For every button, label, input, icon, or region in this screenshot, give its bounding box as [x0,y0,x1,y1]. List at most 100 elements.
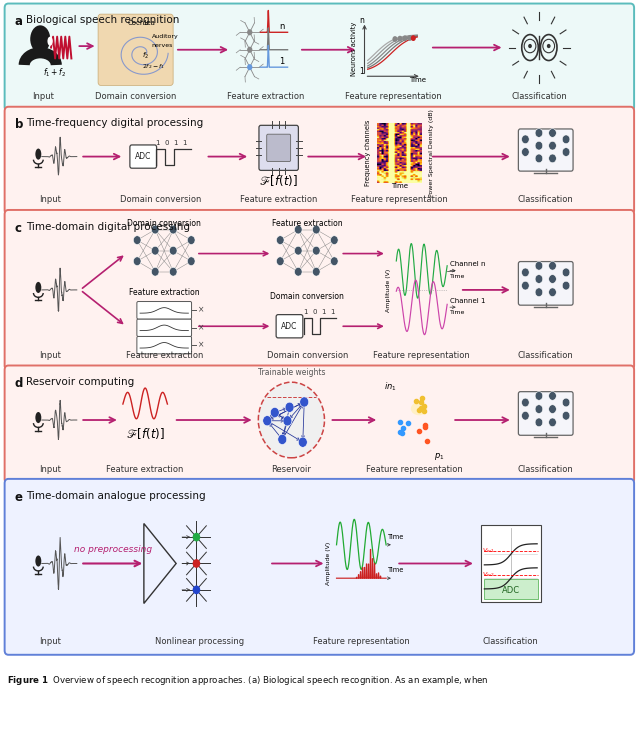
Text: 1: 1 [280,56,285,66]
Point [416,396,426,408]
Circle shape [407,35,412,41]
Circle shape [535,262,543,270]
Text: Input: Input [39,195,61,204]
Circle shape [403,35,408,41]
Text: Time: Time [451,311,466,316]
Circle shape [563,148,570,156]
Text: Biological speech recognition: Biological speech recognition [26,15,180,25]
Point [396,426,406,438]
Circle shape [535,129,543,137]
Text: Classification: Classification [518,195,573,204]
Text: Time: Time [391,183,408,189]
Circle shape [312,225,320,234]
Text: Feature extraction: Feature extraction [129,288,200,297]
Point [416,403,426,414]
Text: Time: Time [451,274,466,279]
Circle shape [276,236,284,244]
Circle shape [193,559,200,568]
Circle shape [170,268,177,276]
Text: Time-domain analogue processing: Time-domain analogue processing [26,491,206,501]
Circle shape [170,225,177,234]
Circle shape [548,405,556,414]
Text: $V_{in1}$: $V_{in1}$ [482,546,495,555]
Circle shape [278,434,287,444]
Circle shape [285,402,294,412]
Text: Feature representation: Feature representation [373,352,470,360]
FancyBboxPatch shape [137,336,191,354]
Circle shape [312,268,320,276]
Text: Time: Time [388,534,404,540]
Circle shape [300,397,308,407]
Text: Channel 1: Channel 1 [451,298,486,304]
Text: Feature extraction: Feature extraction [272,219,342,228]
Circle shape [247,64,252,70]
Text: Feature extraction: Feature extraction [240,195,317,204]
Circle shape [522,148,529,156]
Text: Classification: Classification [483,637,539,646]
Circle shape [298,437,307,447]
Circle shape [548,392,556,401]
Point [419,405,429,417]
Circle shape [563,268,570,277]
Text: Classification: Classification [518,465,573,474]
Text: Nonlinear processing: Nonlinear processing [155,637,244,646]
Point [395,417,405,428]
Text: Input: Input [39,352,61,360]
Circle shape [193,533,200,542]
Circle shape [411,35,416,41]
Text: Feature representation: Feature representation [313,637,410,646]
Text: 1: 1 [360,67,364,76]
Text: Time: Time [409,77,426,83]
FancyBboxPatch shape [4,4,634,111]
Point [419,400,429,412]
Text: Time-domain digital processing: Time-domain digital processing [26,221,190,232]
Circle shape [397,36,403,42]
FancyBboxPatch shape [36,45,44,54]
Text: Domain conversion: Domain conversion [120,195,202,204]
Circle shape [535,154,543,163]
Circle shape [270,407,279,417]
Circle shape [535,405,543,414]
FancyBboxPatch shape [137,319,191,336]
Text: Feature representation: Feature representation [345,92,442,101]
Circle shape [392,36,397,42]
Circle shape [548,154,556,163]
Point [411,395,421,407]
Text: Time-frequency digital processing: Time-frequency digital processing [26,118,204,129]
Text: Feature extraction: Feature extraction [125,352,203,360]
Ellipse shape [35,282,42,293]
Text: Domain conversion: Domain conversion [270,292,344,300]
Point [414,404,424,415]
Point [417,393,427,404]
Text: ×: × [198,323,204,332]
Point [397,422,408,433]
Circle shape [563,412,570,420]
Text: ADC: ADC [282,322,298,330]
Text: Input: Input [33,92,54,101]
Circle shape [170,246,177,255]
Circle shape [247,47,252,53]
Text: b: b [15,118,23,132]
Ellipse shape [411,402,428,415]
Text: ADC: ADC [502,586,520,595]
Circle shape [548,141,556,150]
Text: c: c [15,221,22,235]
Circle shape [535,288,543,297]
Text: Amplitude (V): Amplitude (V) [326,542,331,585]
Text: Frequency channels: Frequency channels [365,120,371,186]
FancyBboxPatch shape [518,392,573,435]
Text: n: n [360,16,364,25]
Point [414,425,424,437]
FancyBboxPatch shape [4,366,634,483]
Circle shape [522,398,529,407]
Circle shape [563,398,570,407]
FancyBboxPatch shape [484,579,538,599]
FancyBboxPatch shape [4,107,634,214]
Text: ×: × [198,306,204,315]
Text: $V_{in2}$: $V_{in2}$ [482,570,495,579]
Circle shape [522,412,529,420]
Point [419,419,429,431]
Text: d: d [15,377,23,390]
Text: $in_1$: $in_1$ [385,381,397,393]
FancyBboxPatch shape [518,262,573,305]
